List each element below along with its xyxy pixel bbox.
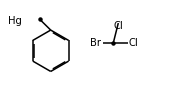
Text: Br: Br — [90, 38, 101, 48]
Text: Cl: Cl — [113, 21, 123, 31]
Text: Hg: Hg — [8, 16, 22, 26]
Text: Cl: Cl — [129, 38, 138, 48]
